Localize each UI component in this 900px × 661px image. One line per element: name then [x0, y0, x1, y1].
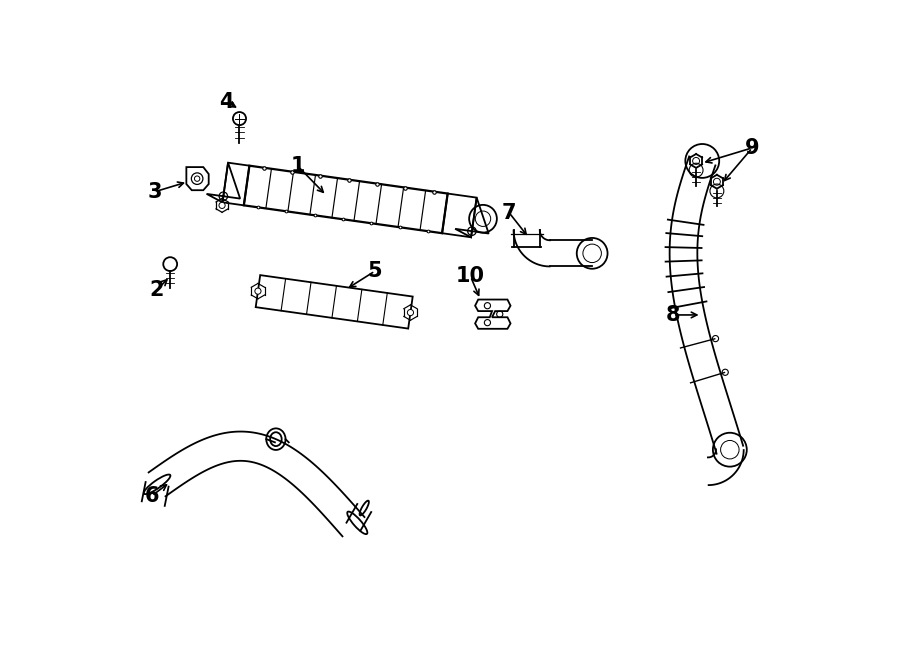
Text: 7: 7	[501, 202, 517, 223]
Text: 4: 4	[219, 92, 234, 112]
Text: 8: 8	[666, 305, 680, 325]
Text: 5: 5	[368, 261, 382, 281]
Text: 1: 1	[291, 157, 305, 176]
Circle shape	[219, 202, 225, 208]
Text: 10: 10	[456, 266, 485, 286]
Text: 6: 6	[145, 486, 159, 506]
Circle shape	[693, 157, 699, 165]
Circle shape	[255, 288, 261, 294]
Text: 3: 3	[148, 182, 162, 202]
Circle shape	[408, 309, 413, 316]
Text: 9: 9	[745, 138, 760, 158]
Circle shape	[714, 178, 720, 185]
Text: 2: 2	[149, 280, 165, 299]
